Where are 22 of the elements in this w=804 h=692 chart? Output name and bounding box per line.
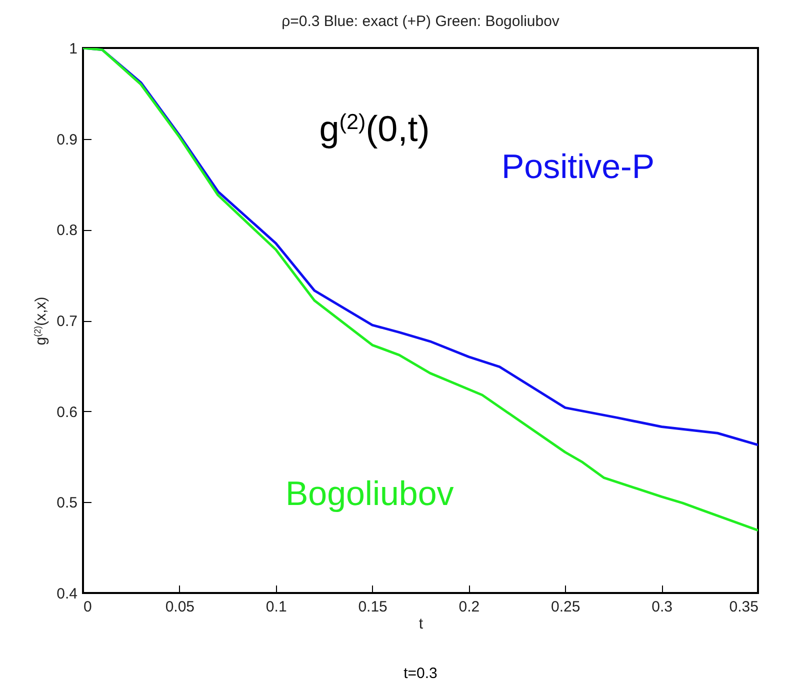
y-tick-label: 0.9 — [56, 131, 78, 148]
x-tick-label: 0.25 — [551, 598, 580, 616]
x-tick-label: 0.3 — [652, 598, 672, 616]
line-series — [83, 48, 758, 532]
x-axis-title: t — [418, 616, 424, 632]
y-tick-label: 0.8 — [56, 222, 78, 240]
x-tick-label: 0.15 — [358, 598, 388, 616]
x-tick-label: 0.05 — [165, 598, 195, 616]
text: Bogoliubov — [286, 474, 454, 513]
y-tick-label: 0.4 — [56, 586, 78, 602]
annotation: g$^{(2)}$(0,t) — [319, 108, 430, 149]
y-tick-label: 0.7 — [56, 313, 78, 330]
chart-title: ρ=0.3 Blue: exact (+P) Green: Bogoliubov — [282, 13, 560, 30]
y-tick-label: 1 — [69, 40, 78, 58]
y-tick-label: 0.6 — [56, 404, 78, 421]
x-tick-label: 0 — [84, 598, 92, 616]
x-tick-label: 0.35 — [729, 598, 758, 616]
text: t=0.3 — [404, 665, 438, 682]
x-tick-label: 0.1 — [266, 598, 287, 616]
y-tick-label: 0.5 — [56, 494, 78, 512]
text: Positive-P — [502, 148, 655, 186]
x-tick-label: 0.2 — [458, 598, 480, 616]
